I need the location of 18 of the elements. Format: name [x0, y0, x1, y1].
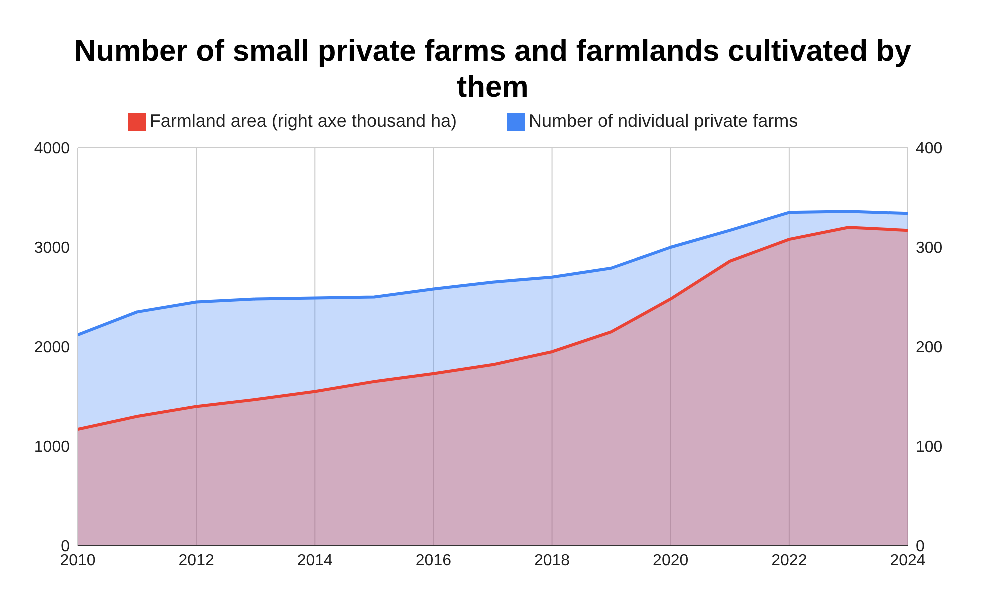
y-tick-label: 4000	[34, 140, 70, 158]
x-tick-label: 2022	[772, 552, 808, 570]
y2-tick-label: 100	[916, 439, 943, 456]
y-tick-label: 2000	[34, 340, 70, 357]
x-tick-label: 2018	[534, 552, 570, 570]
y2-tick-label: 200	[916, 340, 943, 357]
x-tick-label: 2016	[416, 552, 452, 570]
y2-tick-label: 300	[916, 240, 943, 258]
chart-title: Number of small private farms and farmlands cultivated by them	[74, 34, 912, 106]
legend-label: Number of ndividual private farms	[529, 111, 798, 131]
x-tick-label: 2012	[178, 552, 214, 570]
legend-label: Farmland area (right axe thousand ha)	[150, 111, 458, 131]
y2-tick-label: 400	[916, 140, 943, 158]
x-tick-label: 2020	[653, 552, 689, 570]
x-tick-label: 2014	[297, 552, 334, 570]
y-tick-label: 1000	[34, 439, 70, 456]
x-tick-label: 2010	[60, 552, 96, 570]
y-tick-label: 3000	[34, 240, 70, 258]
